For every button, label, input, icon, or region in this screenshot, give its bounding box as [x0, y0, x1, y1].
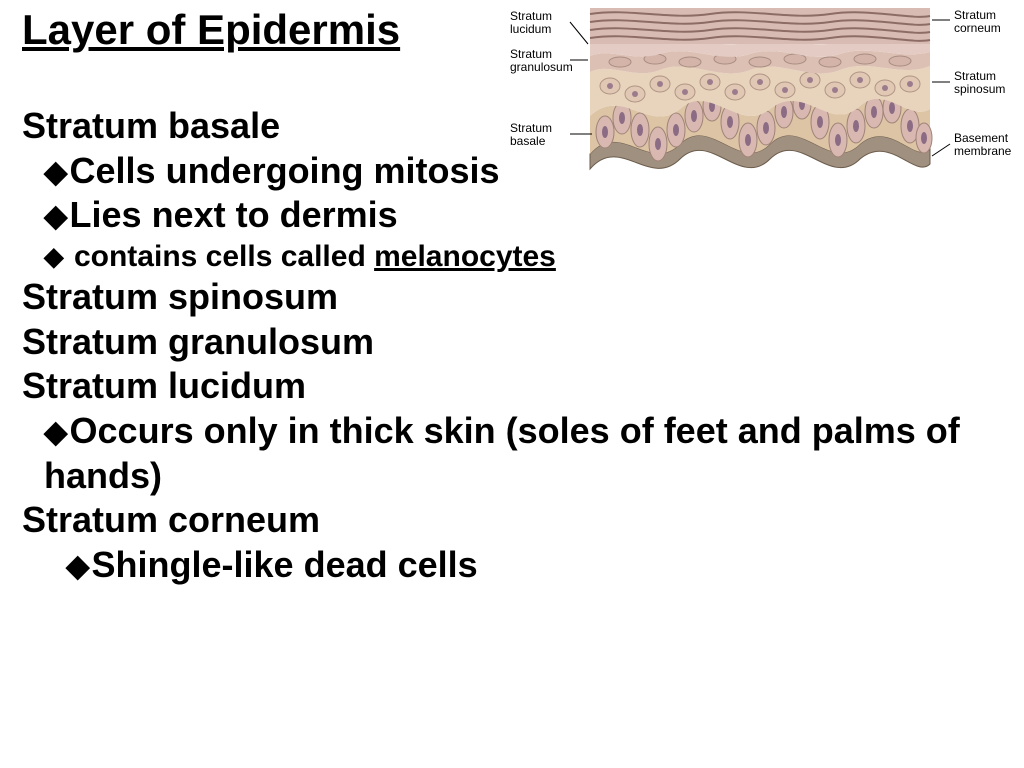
label-spinosum: Stratumspinosum: [954, 70, 1005, 95]
label-basale: Stratumbasale: [510, 122, 552, 147]
heading-lucidum: Stratum lucidum: [22, 364, 1004, 409]
label-lucidum: Stratumlucidum: [510, 10, 552, 35]
label-granulosum: Stratumgranulosum: [510, 48, 573, 73]
label-corneum: Stratumcorneum: [954, 9, 1001, 34]
epidermis-diagram: Stratumlucidum Stratumgranulosum Stratum…: [510, 4, 1010, 184]
bullet-basale-2: Lies next to dermis: [22, 193, 1004, 238]
bullet-lucidum-1: Occurs only in thick skin (soles of feet…: [22, 409, 1004, 498]
bullet-basale-3: contains cells called melanocytes: [22, 238, 1004, 275]
bullet-corneum-1: Shingle-like dead cells: [22, 543, 1004, 588]
heading-corneum: Stratum corneum: [22, 498, 1004, 543]
stratum-corneum-layer: [590, 8, 930, 44]
heading-granulosum: Stratum granulosum: [22, 320, 1004, 365]
label-basement: Basementmembrane: [954, 132, 1011, 157]
heading-spinosum: Stratum spinosum: [22, 275, 1004, 320]
